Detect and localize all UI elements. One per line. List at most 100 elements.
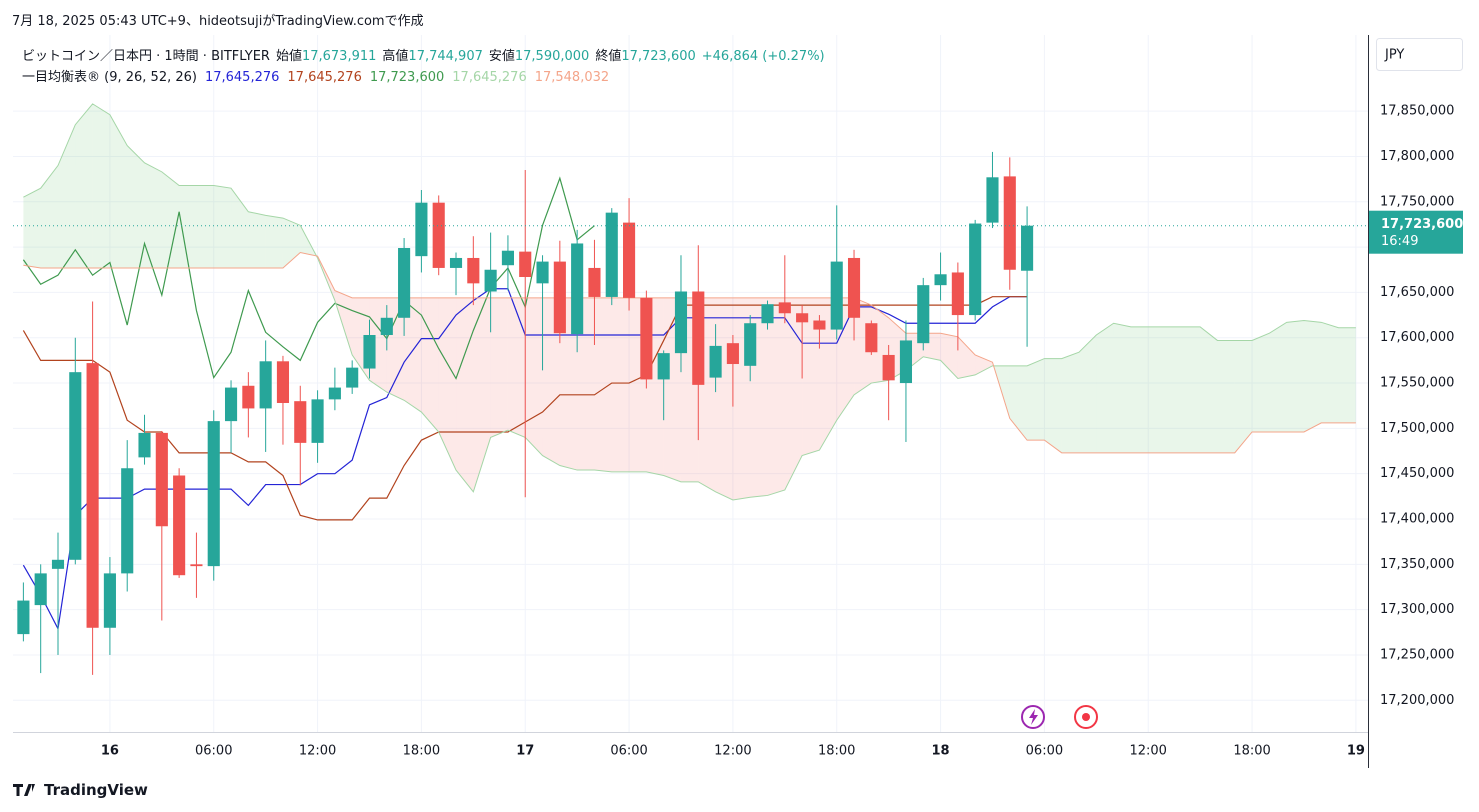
- cloud-segment: [438, 297, 457, 471]
- cloud-segment: [231, 188, 249, 268]
- cloud-segment: [1234, 340, 1253, 453]
- cloud-segment: [1252, 333, 1270, 432]
- candle-body: [674, 291, 688, 354]
- y-tick-label: 17,550,000: [1380, 376, 1454, 391]
- y-tick-label: 17,650,000: [1380, 285, 1454, 300]
- cloud-segment: [1096, 323, 1114, 453]
- event-icon[interactable]: [1021, 705, 1045, 729]
- tradingview-logo: [13, 784, 35, 796]
- indicator-value: 17,723,600: [369, 70, 445, 85]
- candle-body: [242, 385, 255, 409]
- y-tick-label: 17,800,000: [1380, 149, 1454, 164]
- candle-body: [882, 354, 895, 381]
- y-tick-label: 17,400,000: [1380, 512, 1454, 527]
- candle-body: [726, 343, 739, 365]
- cloud-segment: [1321, 322, 1339, 423]
- cloud-segment: [1009, 365, 1028, 441]
- candle-body: [380, 317, 393, 336]
- ohlc-value: 17,673,911: [301, 49, 377, 64]
- candle-body: [657, 353, 670, 380]
- indicator-value: 17,645,276: [204, 70, 280, 85]
- candle-body: [484, 269, 497, 292]
- cloud-segment: [161, 171, 180, 268]
- ohlc-label: 終値: [595, 49, 622, 64]
- cloud-segment: [1200, 326, 1218, 453]
- ohlc-label: 始値: [275, 49, 302, 64]
- cloud-segment: [1061, 352, 1080, 453]
- candle-body: [623, 222, 636, 298]
- symbol-title: ビットコイン／日本円 · 1時間 · BITFLYER: [22, 49, 270, 64]
- cloud-segment: [854, 297, 872, 395]
- last-price-label: 17,723,600: [1381, 217, 1463, 232]
- cloud-segment: [975, 354, 993, 375]
- ohlc-value: 17,744,907: [408, 49, 483, 64]
- cloud-segment: [109, 114, 128, 268]
- cloud-segment: [784, 297, 803, 490]
- candle-body: [796, 313, 809, 323]
- candle-body: [69, 372, 82, 560]
- cloud-segment: [1269, 322, 1287, 432]
- x-tick-label: 12:00: [714, 744, 751, 759]
- record-icon[interactable]: [1074, 705, 1098, 729]
- ohlc-label: 高値: [382, 49, 409, 64]
- cloud-segment: [213, 185, 232, 268]
- cloud-segment: [957, 336, 976, 379]
- candle-body: [207, 421, 220, 567]
- cloud-segment: [715, 297, 733, 500]
- candle-body: [34, 573, 47, 606]
- cloud-segment: [127, 145, 145, 268]
- candle-body: [415, 202, 428, 257]
- x-tick-label: 16: [101, 744, 119, 759]
- currency-box[interactable]: [1376, 38, 1463, 71]
- cloud-segment: [577, 297, 595, 471]
- indicator-line: [23, 103, 1356, 501]
- cloud-segment: [819, 297, 837, 451]
- candle-body: [969, 223, 982, 316]
- candle-body: [259, 361, 272, 409]
- candle-body: [276, 361, 290, 403]
- indicator-value: 17,645,276: [287, 70, 362, 85]
- cloud-segment: [525, 297, 543, 456]
- cloud-segment: [421, 297, 439, 432]
- cloud-segment: [1027, 358, 1045, 441]
- x-tick-label: 19: [1347, 744, 1365, 759]
- cloud-segment: [1130, 326, 1149, 453]
- attribution: 7月 18, 2025 05:43 UTC+9、hideotsujiがTradi…: [12, 14, 424, 29]
- candle-body: [692, 291, 705, 385]
- cloud-segment: [507, 297, 526, 438]
- cloud-segment: [1148, 326, 1166, 453]
- candle-body: [501, 250, 514, 266]
- x-tick-label: 18:00: [403, 744, 440, 759]
- candle-body: [917, 285, 930, 344]
- cloud-segment: [404, 297, 422, 413]
- candle-body: [986, 177, 999, 223]
- x-tick-label: 06:00: [195, 744, 232, 759]
- axis-layer: 17,200,000 17,250,000 17,300,000 17,350,000…: [13, 104, 1463, 759]
- cloud-segment: [334, 290, 353, 355]
- cloud-segment: [265, 215, 283, 268]
- candle-body: [588, 267, 601, 297]
- candle-body: [121, 468, 134, 574]
- candle-body: [553, 261, 566, 334]
- candle-body: [190, 564, 203, 567]
- y-tick-label: 17,850,000: [1380, 104, 1454, 119]
- cloud-segment: [144, 162, 162, 268]
- candle-body: [173, 475, 186, 576]
- cloud-segment: [1113, 323, 1131, 453]
- cloud-segment: [1165, 326, 1183, 453]
- y-tick-label: 17,500,000: [1380, 421, 1454, 436]
- candle-body: [1021, 225, 1034, 271]
- candle-body: [519, 251, 532, 278]
- bar-countdown: 16:49: [1381, 234, 1418, 249]
- cloud-segment: [490, 297, 508, 438]
- candle-body: [224, 387, 238, 422]
- candle-body: [86, 363, 99, 628]
- candle-body: [449, 257, 463, 268]
- candle-body: [778, 302, 791, 314]
- candle-body: [571, 243, 584, 335]
- cloud-layer: [23, 103, 1356, 500]
- ohlc-value: 17,590,000: [514, 49, 590, 64]
- y-tick-label: 17,750,000: [1380, 194, 1454, 209]
- currency-label[interactable]: JPY: [1384, 48, 1404, 63]
- cloud-segment: [1303, 320, 1322, 432]
